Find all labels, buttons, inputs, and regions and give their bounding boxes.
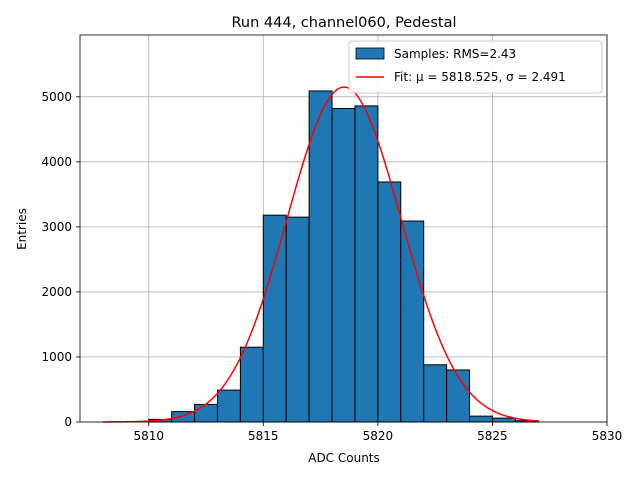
histogram-bar [194,403,218,423]
legend-frame [348,40,603,94]
x-tick-label: 5810 [133,429,164,443]
y-tick-label: 4000 [41,155,72,169]
axis-ticks: 5810 5815 5820 5825 5830 0 1000 2000 3000 4000 500… [41,90,622,443]
x-tick-label: 5820 [363,429,394,443]
x-tick-label: 5815 [248,429,279,443]
y-tick-label: 5000 [41,90,72,104]
y-tick-label: 0 [64,415,72,429]
axes-frame [79,34,608,423]
y-tick-label: 3000 [41,220,72,234]
histogram-bars [148,90,539,423]
y-tick-label: 2000 [41,285,72,299]
x-axis-label: ADC Counts [308,451,380,465]
x-tick-label: 5830 [592,429,623,443]
histogram-bar [239,346,264,423]
legend: Samples: RMS=2.43 Fit: μ = 5818.525, σ =… [348,40,603,94]
legend-histogram-label: Samples: RMS=2.43 [394,47,516,61]
y-tick-label: 1000 [41,350,72,364]
legend-histogram-swatch [355,47,385,60]
legend-fit-label: Fit: μ = 5818.525, σ = 2.491 [394,70,566,84]
histogram-bar [285,216,310,423]
histogram-bar [308,90,333,423]
legend-fit-sigma: σ = 2.491 [506,70,566,84]
y-axis-label: Entries [15,208,29,250]
histogram-bar [400,220,425,423]
histogram-bar [469,415,493,423]
histogram-bar [216,389,241,423]
legend-fit-prefix: Fit: [394,70,416,84]
chart-title: Run 444, channel060, Pedestal [231,15,456,31]
histogram-bar [491,417,516,423]
histogram-bar [423,364,448,423]
legend-fit-mu: μ = 5818.525 [416,70,499,84]
histogram-bar [377,181,402,423]
histogram-bar [262,214,287,423]
histogram-bar [331,107,356,423]
x-tick-label: 5825 [477,429,508,443]
fit-curve-line [102,86,539,423]
histogram-bar [354,105,379,423]
legend-fit-separator: , [499,70,507,84]
